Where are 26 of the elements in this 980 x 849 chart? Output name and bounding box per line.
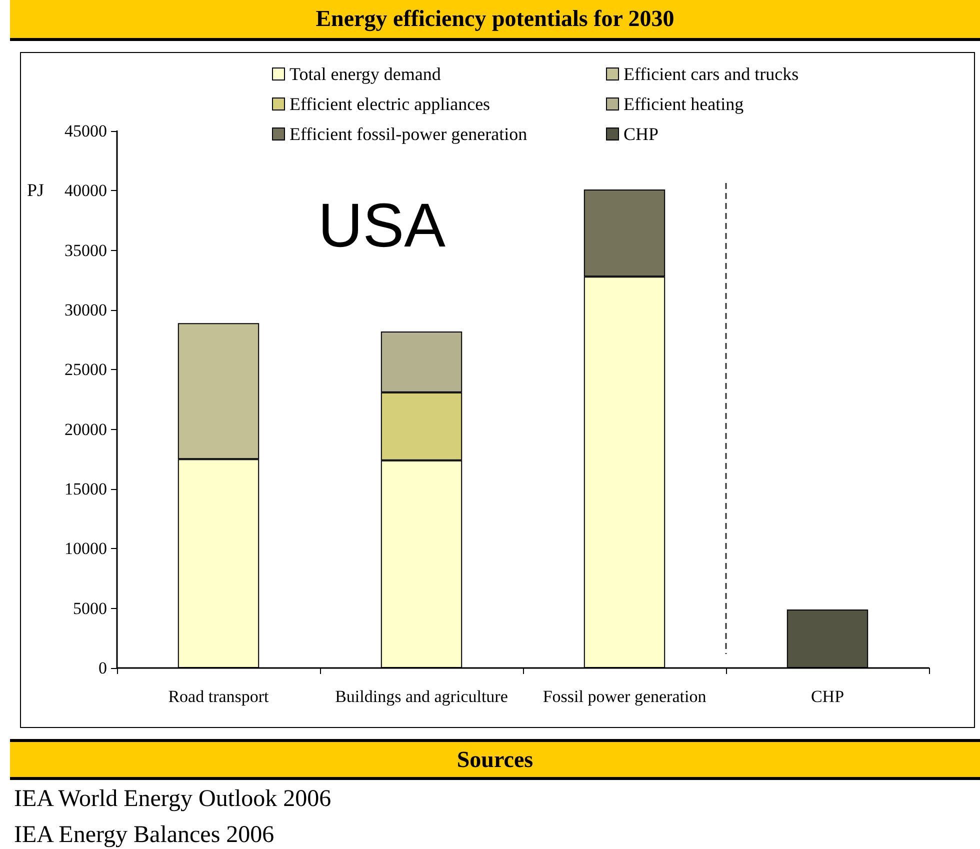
text: Sources [10,739,980,780]
legend-label: Total energy demand [290,64,441,84]
text: IEA World Energy Outlook 2006 [14,785,332,814]
x-tick-label: Buildings and agriculture [335,687,508,706]
legend-label: Efficient fossil-power generation [290,124,528,144]
y-tick-label: 40000 [64,181,107,200]
legend-label: Efficient cars and trucks [624,64,799,84]
y-tick-label: 25000 [64,360,107,380]
x-tick-label: Fossil power generation [542,687,707,706]
chart-title: Energy efficiency potentials for 2030 [10,0,980,41]
y-tick-label: 30000 [64,300,107,320]
legend-label: CHP [624,124,659,144]
y-tick-label: 45000 [64,122,107,140]
y-tick-label: 20000 [64,420,107,439]
y-tick-label: 35000 [64,240,107,260]
legend-label: Efficient heating [624,94,744,114]
x-tick-label: Road transport [168,687,270,706]
y-tick-label: 0 [98,658,107,678]
y-tick-label: 10000 [64,539,107,558]
y-tick-label: 5000 [73,598,107,618]
x-tick-label: CHP [810,687,844,706]
annotation: USA [318,192,446,260]
legend-label: Efficient electric appliances [290,94,490,114]
y-tick-label: 15000 [64,480,107,498]
text: IEA Energy Balances 2006 [14,821,276,849]
y-axis-title: PJ [27,180,44,200]
